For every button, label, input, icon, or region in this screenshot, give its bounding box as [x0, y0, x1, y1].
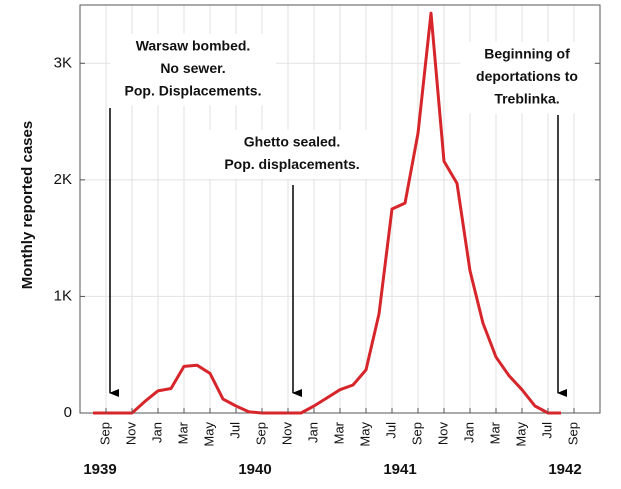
annotation-box [460, 42, 594, 114]
x-tick-label: Jul [539, 422, 554, 439]
y-tick-label: 3K [54, 54, 72, 71]
x-tick-label: Sep [409, 422, 424, 445]
annotation: deportations to [476, 68, 578, 84]
x-tick-label: Jul [383, 422, 398, 439]
year-label: 1940 [238, 461, 271, 478]
x-tick-label: May [357, 422, 372, 447]
annotation-box [110, 34, 276, 106]
y-tick-label: 0 [64, 404, 72, 421]
y-axis-label: Monthly reported cases [19, 121, 36, 289]
year-label: 1939 [83, 461, 116, 478]
annotation: Ghetto sealed. [244, 134, 340, 150]
x-tick-label: Nov [279, 422, 294, 446]
annotation: Pop. displacements. [224, 156, 359, 172]
y-tick-label: 1K [54, 287, 72, 304]
x-tick-label: May [201, 422, 216, 447]
x-tick-label: Mar [175, 421, 190, 444]
year-label: 1942 [548, 461, 581, 478]
x-tick-label: May [513, 422, 528, 447]
annotation: No sewer. [160, 60, 225, 76]
annotation: Beginning of [484, 46, 570, 62]
x-tick-label: Mar [487, 421, 502, 444]
x-tick-label: Jul [227, 422, 242, 439]
x-tick-label: Nov [123, 422, 138, 446]
x-tick-label: Mar [331, 421, 346, 444]
x-tick-label: Sep [565, 422, 580, 445]
x-tick-label: Sep [253, 422, 268, 445]
data-line [93, 11, 561, 415]
x-tick-label: Jan [461, 422, 476, 443]
x-tick-label: Jan [149, 422, 164, 443]
x-tick-label: Sep [97, 422, 112, 445]
annotation: Pop. Displacements. [125, 83, 262, 99]
x-tick-label: Nov [435, 422, 450, 446]
annotation: Warsaw bombed. [136, 38, 251, 54]
annotation-box [209, 130, 375, 179]
year-label: 1941 [383, 461, 416, 478]
annotation: Treblinka. [494, 91, 559, 107]
y-tick-label: 2K [54, 171, 72, 188]
x-tick-label: Jan [305, 422, 320, 443]
